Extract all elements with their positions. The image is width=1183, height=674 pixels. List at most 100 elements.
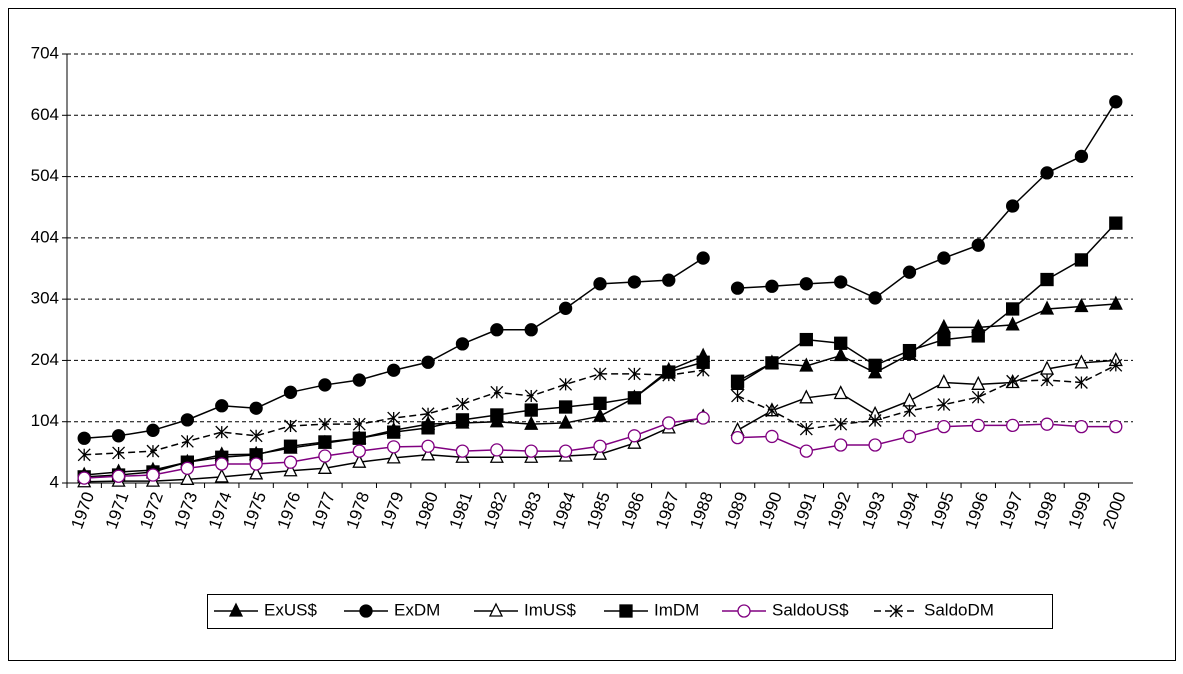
- legend-label: ExDM: [394, 600, 440, 619]
- marker: [627, 391, 642, 405]
- marker: [1074, 253, 1089, 267]
- marker: [352, 417, 366, 431]
- marker: [799, 357, 814, 372]
- marker: [731, 389, 745, 403]
- marker: [662, 416, 676, 430]
- marker: [421, 439, 435, 453]
- marker: [455, 444, 470, 458]
- series-line: [737, 359, 1116, 431]
- marker: [180, 470, 195, 485]
- marker: [937, 419, 951, 434]
- marker: [1109, 95, 1123, 109]
- marker: [868, 291, 882, 305]
- marker: [1005, 199, 1020, 213]
- marker: [1109, 216, 1123, 230]
- marker: [1040, 417, 1054, 431]
- marker: [77, 431, 91, 445]
- marker: [593, 367, 607, 381]
- marker: [352, 373, 366, 387]
- chart-border: [8, 8, 1176, 661]
- marker: [352, 453, 367, 468]
- marker: [1006, 374, 1020, 388]
- marker: [558, 301, 573, 315]
- marker: [662, 368, 676, 382]
- legend-label: ExUS$: [264, 600, 317, 619]
- marker: [283, 455, 298, 469]
- marker: [730, 374, 745, 388]
- marker: [593, 439, 607, 453]
- series-line: [737, 364, 1117, 430]
- marker: [352, 444, 366, 458]
- marker: [902, 265, 917, 279]
- marker: [1074, 149, 1089, 163]
- marker: [146, 468, 160, 482]
- y-tick-label: 304: [31, 289, 59, 308]
- marker: [558, 400, 573, 414]
- marker: [730, 281, 745, 295]
- marker: [1040, 272, 1054, 287]
- marker: [737, 604, 751, 618]
- marker: [318, 417, 332, 431]
- marker: [524, 389, 538, 403]
- legend-label: ImUS$: [524, 600, 577, 619]
- marker: [111, 469, 126, 483]
- legend-label: SaldoDM: [924, 600, 994, 619]
- marker: [558, 444, 573, 458]
- marker: [490, 443, 504, 457]
- marker: [318, 435, 332, 449]
- marker: [1005, 316, 1020, 331]
- marker: [696, 251, 710, 265]
- marker: [421, 446, 436, 461]
- marker: [627, 429, 642, 443]
- marker: [180, 434, 194, 448]
- marker: [662, 273, 676, 287]
- marker: [799, 389, 814, 404]
- marker: [421, 355, 435, 369]
- legend-label: ImDM: [654, 600, 699, 619]
- marker: [249, 401, 263, 415]
- marker: [1074, 376, 1088, 389]
- legend: ExUS$ ExDM ImUS$ ImDM SaldoUS$ SaldoDM: [207, 594, 1053, 629]
- marker: [490, 408, 504, 422]
- marker: [387, 425, 401, 439]
- marker: [284, 419, 297, 433]
- marker: [1040, 373, 1054, 387]
- marker: [318, 449, 332, 463]
- marker: [283, 385, 298, 399]
- marker: [421, 407, 435, 421]
- marker: [318, 378, 332, 392]
- marker: [619, 604, 633, 618]
- marker: [730, 430, 745, 445]
- marker: [455, 337, 470, 351]
- marker: [215, 457, 229, 471]
- marker: [386, 449, 401, 464]
- marker: [889, 604, 903, 618]
- marker: [765, 356, 779, 370]
- marker: [249, 457, 263, 471]
- marker: [249, 429, 263, 443]
- marker: [283, 462, 298, 477]
- marker: [488, 602, 504, 617]
- marker: [833, 385, 848, 400]
- marker: [490, 385, 504, 399]
- marker: [902, 343, 917, 358]
- marker: [971, 390, 985, 404]
- marker: [592, 407, 608, 422]
- marker: [558, 414, 573, 429]
- marker: [834, 438, 848, 452]
- marker: [1074, 419, 1089, 434]
- marker: [799, 444, 813, 458]
- marker: [421, 421, 435, 435]
- y-tick-label: 604: [31, 105, 59, 124]
- y-tick-label: 104: [31, 411, 59, 430]
- marker: [834, 417, 848, 431]
- marker: [902, 429, 917, 444]
- marker: [111, 429, 126, 443]
- marker: [937, 332, 951, 347]
- y-tick-label: 4: [50, 472, 59, 491]
- marker: [799, 277, 813, 291]
- y-tick-label: 504: [31, 166, 59, 185]
- marker: [214, 468, 229, 483]
